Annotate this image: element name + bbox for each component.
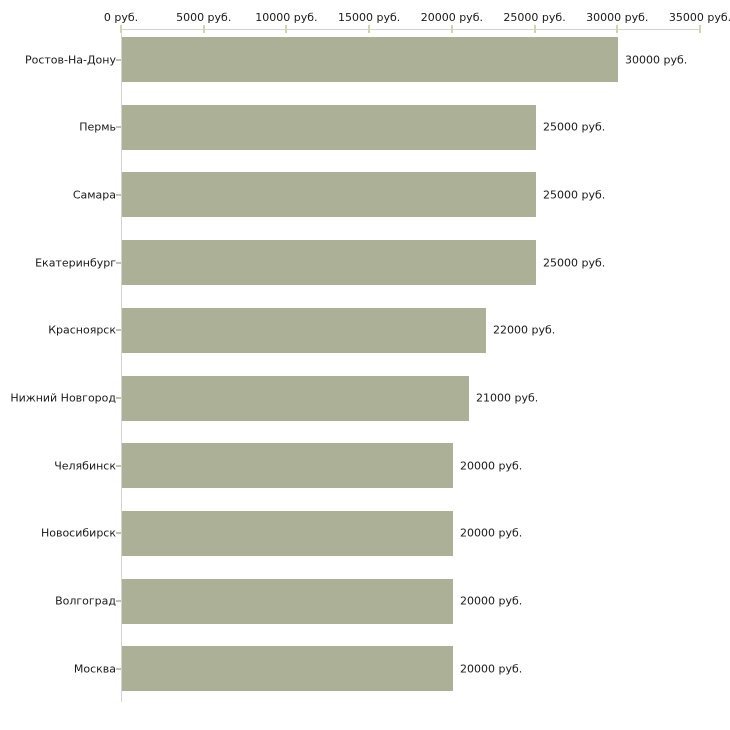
y-axis-tick	[116, 668, 121, 670]
x-axis-tick-label: 20000 руб.	[420, 11, 483, 24]
bar	[122, 646, 453, 691]
y-axis-tick	[116, 397, 121, 399]
x-axis-tick	[368, 25, 371, 33]
x-axis-tick-label: 30000 руб.	[586, 11, 649, 24]
bar	[122, 308, 486, 353]
value-label: 21000 руб.	[476, 391, 539, 405]
value-label: 30000 руб.	[625, 53, 688, 67]
x-axis-line	[121, 29, 701, 30]
value-label: 25000 руб.	[543, 188, 606, 202]
bar	[122, 105, 536, 150]
x-axis-tick-label: 15000 руб.	[338, 11, 401, 24]
bar	[122, 172, 536, 217]
category-label: Самара	[72, 188, 116, 202]
y-axis-tick	[116, 59, 121, 61]
value-label: 22000 руб.	[493, 323, 556, 337]
x-axis-tick	[285, 25, 288, 33]
x-axis-tick	[450, 25, 453, 33]
x-axis-tick	[120, 25, 122, 33]
value-label: 20000 руб.	[460, 662, 523, 676]
category-label: Москва	[73, 662, 116, 676]
x-axis-tick-label: 5000 руб.	[176, 11, 232, 24]
y-axis-tick	[116, 262, 121, 264]
category-label: Нижний Новгород	[10, 391, 116, 405]
y-axis-tick	[116, 532, 121, 534]
y-axis-line	[121, 29, 122, 702]
y-axis-tick	[116, 465, 121, 467]
category-label: Красноярск	[48, 323, 116, 337]
y-axis-tick	[116, 600, 121, 602]
bar	[122, 240, 536, 285]
x-axis-tick-label: 0 руб.	[103, 11, 139, 24]
bar	[122, 443, 453, 488]
x-axis-tick	[699, 25, 701, 33]
category-label: Волгоград	[55, 594, 116, 608]
bar	[122, 579, 453, 624]
value-label: 20000 руб.	[460, 594, 523, 608]
y-axis-tick	[116, 329, 121, 331]
x-axis-tick-label: 10000 руб.	[255, 11, 318, 24]
x-axis-tick	[533, 25, 536, 33]
category-label: Екатеринбург	[35, 256, 116, 270]
value-label: 25000 руб.	[543, 120, 606, 134]
x-axis-tick	[616, 25, 619, 33]
category-label: Ростов-На-Дону	[24, 53, 116, 67]
category-label: Пермь	[79, 120, 116, 134]
bar	[122, 511, 453, 556]
category-label: Челябинск	[54, 459, 116, 473]
value-label: 20000 руб.	[460, 526, 523, 540]
bar	[122, 376, 469, 421]
x-axis-tick-label: 35000 руб.	[668, 11, 730, 24]
bar	[122, 37, 618, 82]
category-label: Новосибирск	[40, 526, 116, 540]
x-axis-tick	[202, 25, 205, 33]
y-axis-tick	[116, 194, 121, 196]
value-label: 25000 руб.	[543, 256, 606, 270]
x-axis-tick-label: 25000 руб.	[503, 11, 566, 24]
value-label: 20000 руб.	[460, 459, 523, 473]
y-axis-tick	[116, 126, 121, 128]
